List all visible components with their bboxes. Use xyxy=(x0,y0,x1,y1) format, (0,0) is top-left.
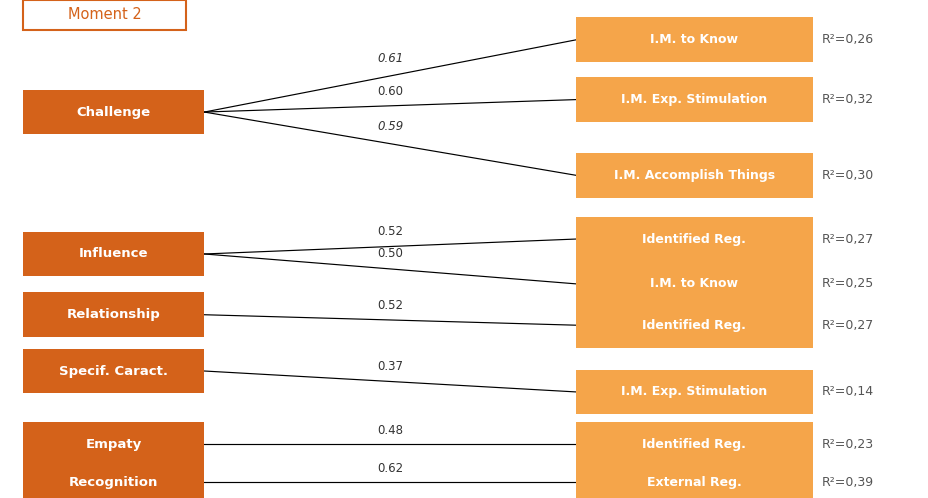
Text: R²=0,32: R²=0,32 xyxy=(821,93,873,106)
FancyBboxPatch shape xyxy=(575,460,812,498)
Text: Recognition: Recognition xyxy=(69,476,159,489)
Text: Specif. Caract.: Specif. Caract. xyxy=(59,365,168,377)
Text: 0.37: 0.37 xyxy=(377,360,403,373)
FancyBboxPatch shape xyxy=(575,217,812,261)
Text: Identified Reg.: Identified Reg. xyxy=(642,319,745,332)
Text: Identified Reg.: Identified Reg. xyxy=(642,233,745,246)
Text: Moment 2: Moment 2 xyxy=(68,7,141,22)
Text: Influence: Influence xyxy=(79,248,148,260)
FancyBboxPatch shape xyxy=(23,0,186,30)
Text: R²=0,26: R²=0,26 xyxy=(821,33,873,46)
FancyBboxPatch shape xyxy=(575,17,812,62)
Text: 0.59: 0.59 xyxy=(377,120,403,133)
FancyBboxPatch shape xyxy=(575,370,812,414)
FancyBboxPatch shape xyxy=(575,77,812,122)
Text: R²=0,14: R²=0,14 xyxy=(821,385,873,398)
Text: I.M. Exp. Stimulation: I.M. Exp. Stimulation xyxy=(621,385,767,398)
Text: Challenge: Challenge xyxy=(77,106,150,119)
FancyBboxPatch shape xyxy=(23,460,204,498)
FancyBboxPatch shape xyxy=(575,422,812,467)
Text: 0.61: 0.61 xyxy=(377,52,403,65)
Text: R²=0,23: R²=0,23 xyxy=(821,438,873,451)
Text: R²=0,39: R²=0,39 xyxy=(821,476,873,489)
Text: Identified Reg.: Identified Reg. xyxy=(642,438,745,451)
Text: 0.52: 0.52 xyxy=(377,225,403,239)
FancyBboxPatch shape xyxy=(23,90,204,134)
Text: R²=0,27: R²=0,27 xyxy=(821,233,873,246)
Text: 0.50: 0.50 xyxy=(377,247,403,260)
Text: 0.48: 0.48 xyxy=(377,424,403,437)
Text: I.M. Accomplish Things: I.M. Accomplish Things xyxy=(613,169,774,182)
Text: R²=0,27: R²=0,27 xyxy=(821,319,873,332)
Text: External Reg.: External Reg. xyxy=(647,476,741,489)
FancyBboxPatch shape xyxy=(23,422,204,467)
Text: 0.60: 0.60 xyxy=(377,85,403,98)
Text: I.M. to Know: I.M. to Know xyxy=(650,33,738,46)
Text: Relationship: Relationship xyxy=(67,308,161,321)
Text: 0.52: 0.52 xyxy=(377,299,403,312)
Text: 0.62: 0.62 xyxy=(377,462,403,475)
FancyBboxPatch shape xyxy=(23,292,204,337)
FancyBboxPatch shape xyxy=(575,303,812,348)
FancyBboxPatch shape xyxy=(575,153,812,198)
Text: R²=0,30: R²=0,30 xyxy=(821,169,873,182)
Text: Empaty: Empaty xyxy=(85,438,142,451)
FancyBboxPatch shape xyxy=(575,261,812,306)
FancyBboxPatch shape xyxy=(23,232,204,276)
Text: I.M. Exp. Stimulation: I.M. Exp. Stimulation xyxy=(621,93,767,106)
FancyBboxPatch shape xyxy=(23,349,204,393)
Text: I.M. to Know: I.M. to Know xyxy=(650,277,738,290)
Text: R²=0,25: R²=0,25 xyxy=(821,277,873,290)
